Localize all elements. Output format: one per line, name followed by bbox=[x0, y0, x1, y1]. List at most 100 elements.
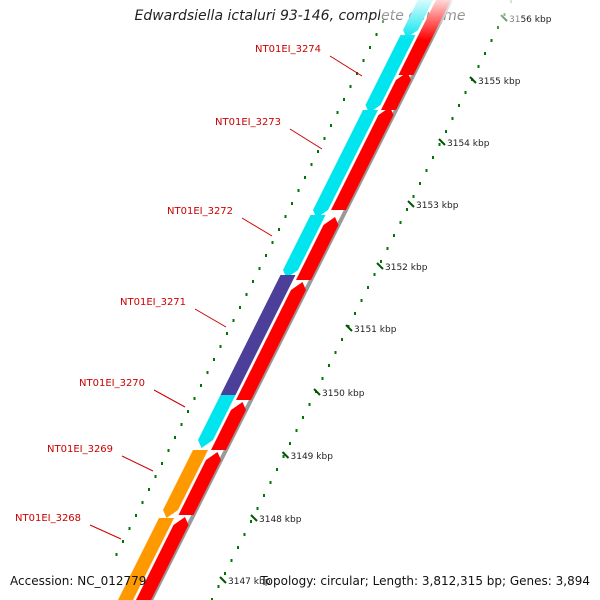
inner-tick bbox=[375, 33, 378, 36]
tick-label: 3150 kbp bbox=[322, 389, 365, 399]
genome-summary-text: Topology: circular; Length: 3,812,315 bp… bbox=[260, 574, 590, 588]
major-tick bbox=[313, 388, 321, 396]
leader-line bbox=[194, 308, 227, 328]
inner-tick bbox=[258, 267, 261, 270]
inner-tick bbox=[115, 553, 118, 556]
reverse-gene-2 bbox=[313, 110, 378, 218]
inner-tick bbox=[180, 423, 183, 426]
gene-labels: NT01EI_3274 NT01EI_3273 NT01EI_3272 NT01EI_… bbox=[15, 44, 363, 540]
inner-tick bbox=[200, 384, 202, 387]
inner-tick bbox=[291, 202, 293, 205]
minor-tick bbox=[412, 195, 415, 198]
minor-tick bbox=[217, 585, 220, 588]
inner-tick bbox=[219, 345, 222, 348]
minor-tick bbox=[425, 169, 428, 172]
leader-line bbox=[241, 217, 273, 237]
inner-tick bbox=[232, 319, 235, 322]
minor-tick bbox=[367, 286, 369, 289]
gene-label: NT01EI_3273 bbox=[215, 117, 281, 128]
minor-tick bbox=[451, 117, 454, 120]
minor-tick bbox=[419, 182, 421, 185]
gene-label: NT01EI_3274 bbox=[255, 44, 321, 55]
minor-tick bbox=[328, 364, 330, 367]
tick-label: 3155 kbp bbox=[478, 77, 521, 87]
leader-line bbox=[89, 524, 122, 540]
major-tick bbox=[345, 324, 353, 332]
inner-tick bbox=[278, 228, 280, 231]
inner-tick bbox=[122, 540, 124, 543]
minor-tick bbox=[373, 273, 376, 276]
minor-tick bbox=[386, 247, 389, 250]
minor-tick bbox=[438, 143, 441, 146]
inner-tick bbox=[369, 46, 371, 49]
major-tick bbox=[469, 76, 477, 84]
inner-tick bbox=[317, 150, 319, 153]
inner-tick bbox=[297, 189, 300, 192]
forward-gene-2 bbox=[331, 107, 394, 210]
minor-tick bbox=[445, 130, 447, 133]
tick-label: 3156 kbp bbox=[509, 15, 552, 25]
minor-tick bbox=[360, 299, 363, 302]
gene-label: NT01EI_3268 bbox=[15, 513, 81, 524]
inner-tick bbox=[310, 163, 313, 166]
tick-label: 3154 kbp bbox=[447, 139, 490, 149]
inner-tick bbox=[252, 280, 254, 283]
tick-label: 3149 kbp bbox=[291, 452, 334, 462]
inner-tick bbox=[271, 241, 274, 244]
inner-tick bbox=[174, 436, 176, 439]
gene-label: NT01EI_3269 bbox=[47, 444, 113, 455]
minor-tick bbox=[354, 312, 356, 315]
minor-tick bbox=[308, 403, 311, 406]
minor-tick bbox=[484, 52, 486, 55]
inner-tick bbox=[349, 85, 352, 88]
inner-tick bbox=[128, 527, 131, 530]
reverse-gene-6 bbox=[163, 450, 208, 518]
inner-tick bbox=[154, 475, 157, 478]
inner-tick bbox=[141, 501, 144, 504]
reverse-gene-4 bbox=[220, 275, 296, 403]
minor-tick bbox=[380, 260, 382, 263]
forward-gene-4 bbox=[236, 282, 306, 400]
minor-tick bbox=[295, 429, 298, 432]
tick-label: 3153 kbp bbox=[416, 201, 459, 211]
minor-tick bbox=[289, 442, 291, 445]
minor-tick bbox=[458, 104, 460, 107]
forward-gene-6 bbox=[178, 452, 221, 515]
inner-tick bbox=[245, 293, 248, 296]
minor-tick bbox=[211, 598, 213, 600]
inner-tick bbox=[135, 514, 137, 517]
inner-tick bbox=[193, 397, 196, 400]
minor-tick bbox=[256, 507, 259, 510]
inner-tick bbox=[336, 111, 339, 114]
inner-tick bbox=[187, 410, 189, 413]
minor-tick bbox=[224, 572, 226, 575]
minor-tick bbox=[243, 533, 246, 536]
inner-tick bbox=[167, 449, 170, 452]
minor-tick bbox=[464, 91, 467, 94]
accession-text: Accession: NC_012779 bbox=[10, 574, 147, 588]
gene-label: NT01EI_3270 bbox=[79, 378, 145, 389]
minor-tick bbox=[432, 156, 434, 159]
tick-label: 3148 kbp bbox=[259, 515, 302, 525]
major-tick bbox=[281, 451, 290, 459]
minor-tick bbox=[276, 468, 278, 471]
major-tick bbox=[407, 200, 415, 208]
tick-label: 3152 kbp bbox=[385, 263, 428, 273]
major-tick bbox=[250, 514, 258, 522]
gene-label: NT01EI_3272 bbox=[167, 206, 233, 217]
leader-line bbox=[329, 55, 363, 77]
inner-tick bbox=[206, 371, 209, 374]
minor-tick bbox=[250, 520, 252, 523]
inner-tick bbox=[343, 98, 345, 101]
leader-line bbox=[289, 128, 323, 150]
inner-tick bbox=[356, 72, 358, 75]
inner-tick bbox=[304, 176, 306, 179]
major-tick bbox=[219, 576, 227, 584]
reverse-gene-3 bbox=[283, 215, 326, 278]
minor-tick bbox=[230, 559, 233, 562]
minor-tick bbox=[477, 65, 480, 68]
minor-tick bbox=[321, 377, 324, 380]
forward-gene-7 bbox=[136, 517, 189, 600]
inner-tick bbox=[330, 124, 332, 127]
